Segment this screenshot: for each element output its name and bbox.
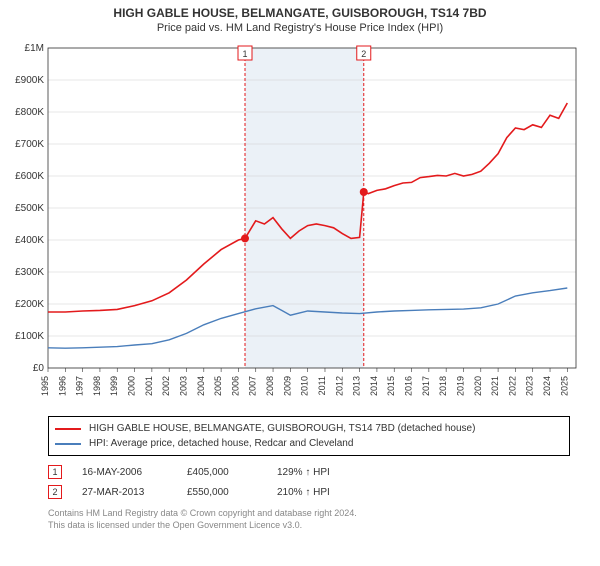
sale-badge-1: 1 <box>48 465 62 479</box>
svg-text:2003: 2003 <box>178 376 188 396</box>
svg-text:2013: 2013 <box>352 376 362 396</box>
svg-text:£0: £0 <box>33 363 45 374</box>
svg-text:£800K: £800K <box>15 107 44 118</box>
sale-date-2: 27-MAR-2013 <box>82 487 167 498</box>
svg-text:£100K: £100K <box>15 331 44 342</box>
svg-text:2009: 2009 <box>282 376 292 396</box>
svg-text:2005: 2005 <box>213 376 223 396</box>
sale-row-1: 1 16-MAY-2006 £405,000 129% ↑ HPI <box>48 462 570 482</box>
svg-text:2008: 2008 <box>265 376 275 396</box>
legend-label-property: HIGH GABLE HOUSE, BELMANGATE, GUISBOROUG… <box>89 421 475 436</box>
legend-swatch-property <box>55 428 81 430</box>
svg-text:1998: 1998 <box>92 376 102 396</box>
svg-text:2022: 2022 <box>507 376 517 396</box>
svg-text:£1M: £1M <box>25 43 44 54</box>
svg-text:2019: 2019 <box>455 376 465 396</box>
sale-pct-2: 210% ↑ HPI <box>277 487 387 498</box>
svg-text:1997: 1997 <box>75 376 85 396</box>
svg-text:£600K: £600K <box>15 171 44 182</box>
svg-text:2014: 2014 <box>369 376 379 396</box>
chart-subtitle: Price paid vs. HM Land Registry's House … <box>0 22 600 34</box>
svg-text:2007: 2007 <box>248 376 258 396</box>
svg-text:2020: 2020 <box>473 376 483 396</box>
legend-box: HIGH GABLE HOUSE, BELMANGATE, GUISBOROUG… <box>48 416 570 456</box>
sale-price-2: £550,000 <box>187 487 257 498</box>
svg-text:2000: 2000 <box>127 376 137 396</box>
svg-text:£400K: £400K <box>15 235 44 246</box>
chart-container: HIGH GABLE HOUSE, BELMANGATE, GUISBOROUG… <box>0 6 600 566</box>
svg-text:1999: 1999 <box>109 376 119 396</box>
svg-text:2025: 2025 <box>559 376 569 396</box>
svg-text:2017: 2017 <box>421 376 431 396</box>
svg-text:2011: 2011 <box>317 376 327 395</box>
sale-date-1: 16-MAY-2006 <box>82 467 167 478</box>
svg-text:£500K: £500K <box>15 203 44 214</box>
footer-line-1: Contains HM Land Registry data © Crown c… <box>48 508 570 520</box>
svg-text:2001: 2001 <box>144 376 154 396</box>
svg-text:2: 2 <box>361 49 366 59</box>
chart-svg: £0 £100K £200K £300K £400K £500K £600K £700K £80… <box>0 38 600 408</box>
svg-text:1996: 1996 <box>57 376 67 396</box>
sale-price-1: £405,000 <box>187 467 257 478</box>
svg-text:2002: 2002 <box>161 376 171 396</box>
chart-title: HIGH GABLE HOUSE, BELMANGATE, GUISBOROUG… <box>0 6 600 20</box>
svg-text:2015: 2015 <box>386 376 396 396</box>
svg-text:2024: 2024 <box>542 376 552 396</box>
legend-row-hpi: HPI: Average price, detached house, Redc… <box>55 436 563 451</box>
sale-badge-2: 2 <box>48 485 62 499</box>
svg-text:2010: 2010 <box>300 376 310 396</box>
sale-row-2: 2 27-MAR-2013 £550,000 210% ↑ HPI <box>48 482 570 502</box>
sales-table: 1 16-MAY-2006 £405,000 129% ↑ HPI 2 27-M… <box>48 462 570 502</box>
svg-text:2012: 2012 <box>334 376 344 396</box>
svg-text:2018: 2018 <box>438 376 448 396</box>
legend-swatch-hpi <box>55 443 81 445</box>
svg-text:£200K: £200K <box>15 299 44 310</box>
svg-text:1995: 1995 <box>40 376 50 396</box>
footer-line-2: This data is licensed under the Open Gov… <box>48 520 570 532</box>
svg-text:£300K: £300K <box>15 267 44 278</box>
svg-text:1: 1 <box>242 49 247 59</box>
chart-plot-wrap: £0 £100K £200K £300K £400K £500K £600K £700K £80… <box>0 38 600 408</box>
sale-pct-1: 129% ↑ HPI <box>277 467 387 478</box>
footer-attribution: Contains HM Land Registry data © Crown c… <box>48 508 570 531</box>
svg-text:2006: 2006 <box>230 376 240 396</box>
svg-text:£900K: £900K <box>15 75 44 86</box>
svg-text:2004: 2004 <box>196 376 206 396</box>
svg-text:2021: 2021 <box>490 376 500 396</box>
svg-text:2016: 2016 <box>404 376 414 396</box>
legend-label-hpi: HPI: Average price, detached house, Redc… <box>89 436 353 451</box>
legend-row-property: HIGH GABLE HOUSE, BELMANGATE, GUISBOROUG… <box>55 421 563 436</box>
svg-text:2023: 2023 <box>525 376 535 396</box>
svg-text:£700K: £700K <box>15 139 44 150</box>
